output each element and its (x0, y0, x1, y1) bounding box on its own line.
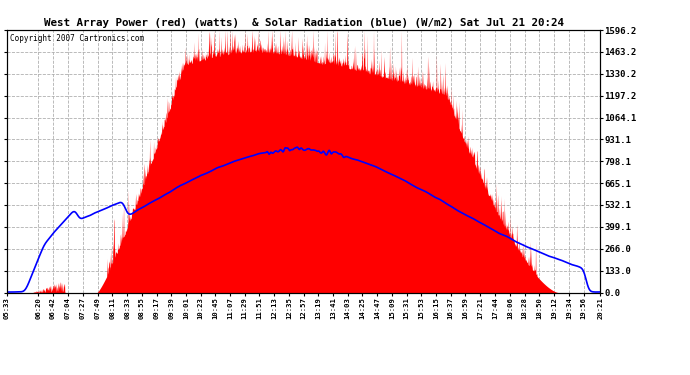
Title: West Array Power (red) (watts)  & Solar Radiation (blue) (W/m2) Sat Jul 21 20:24: West Array Power (red) (watts) & Solar R… (43, 18, 564, 28)
Text: Copyright 2007 Cartronics.com: Copyright 2007 Cartronics.com (10, 34, 144, 43)
